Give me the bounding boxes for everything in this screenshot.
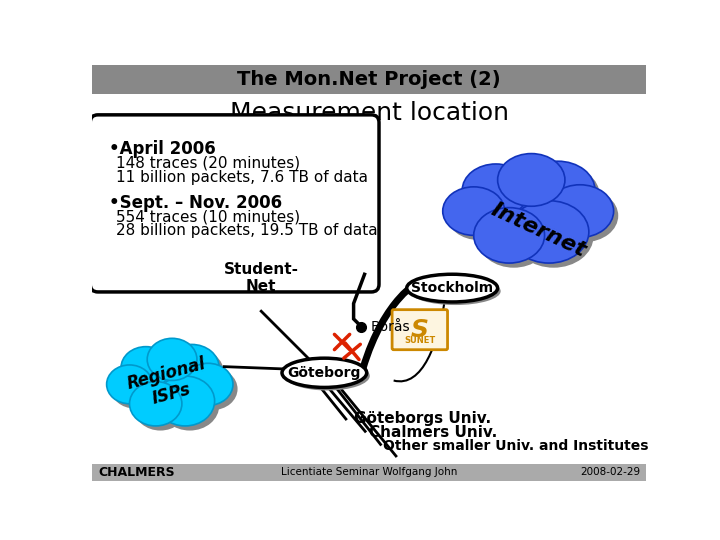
Ellipse shape: [407, 274, 498, 302]
Ellipse shape: [168, 349, 224, 396]
Text: Regional
ISPs: Regional ISPs: [125, 355, 213, 414]
Ellipse shape: [164, 345, 219, 391]
Text: S: S: [411, 318, 429, 342]
Ellipse shape: [161, 381, 219, 430]
Text: 11 billion packets, 7.6 TB of data: 11 billion packets, 7.6 TB of data: [117, 170, 369, 185]
Ellipse shape: [478, 212, 549, 268]
Text: Other smaller Univ. and Institutes: Other smaller Univ. and Institutes: [383, 439, 649, 453]
Ellipse shape: [478, 174, 585, 257]
Ellipse shape: [282, 358, 366, 387]
FancyBboxPatch shape: [92, 65, 647, 94]
Text: Student-
Net: Student- Net: [224, 262, 299, 294]
Text: Stockholm: Stockholm: [411, 281, 493, 295]
Text: The Mon.Net Project (2): The Mon.Net Project (2): [237, 70, 501, 89]
Ellipse shape: [474, 170, 580, 253]
Text: CHALMERS: CHALMERS: [98, 465, 174, 478]
Text: 148 traces (20 minutes): 148 traces (20 minutes): [117, 156, 300, 171]
Ellipse shape: [156, 376, 215, 426]
Ellipse shape: [443, 187, 505, 235]
Text: SUNET: SUNET: [404, 336, 436, 345]
Text: •Sept. – Nov. 2006: •Sept. – Nov. 2006: [109, 194, 282, 212]
Ellipse shape: [112, 369, 157, 408]
Ellipse shape: [121, 347, 171, 389]
Text: Göteborg: Göteborg: [288, 366, 361, 380]
Ellipse shape: [509, 201, 589, 263]
Ellipse shape: [152, 343, 202, 385]
Ellipse shape: [474, 208, 544, 263]
Text: Chalmers Univ.: Chalmers Univ.: [369, 424, 498, 440]
Ellipse shape: [107, 365, 153, 404]
Ellipse shape: [147, 339, 197, 381]
Ellipse shape: [503, 158, 570, 211]
FancyBboxPatch shape: [392, 309, 448, 350]
Text: 28 billion packets, 19.5 TB of data: 28 billion packets, 19.5 TB of data: [117, 224, 378, 239]
Text: •April 2006: •April 2006: [109, 140, 215, 158]
Ellipse shape: [285, 361, 370, 390]
Ellipse shape: [130, 382, 182, 426]
Ellipse shape: [462, 164, 529, 217]
Text: 554 traces (10 minutes): 554 traces (10 minutes): [117, 210, 300, 225]
Ellipse shape: [188, 368, 238, 410]
Text: Licentiate Seminar Wolfgang John: Licentiate Seminar Wolfgang John: [281, 467, 457, 477]
Ellipse shape: [498, 153, 565, 206]
Ellipse shape: [526, 166, 600, 224]
Ellipse shape: [521, 161, 595, 219]
Ellipse shape: [410, 278, 500, 305]
Ellipse shape: [447, 192, 509, 240]
Ellipse shape: [134, 356, 212, 422]
Ellipse shape: [467, 168, 534, 221]
FancyBboxPatch shape: [90, 115, 379, 292]
Ellipse shape: [546, 185, 613, 238]
Ellipse shape: [126, 352, 176, 394]
Text: Borås: Borås: [371, 320, 410, 334]
Text: Internet: Internet: [487, 200, 589, 261]
Ellipse shape: [551, 190, 618, 242]
Ellipse shape: [130, 351, 208, 417]
FancyBboxPatch shape: [92, 464, 647, 481]
Text: 2008-02-29: 2008-02-29: [580, 467, 640, 477]
Text: Measurement location: Measurement location: [230, 100, 508, 125]
Ellipse shape: [514, 205, 593, 268]
Ellipse shape: [134, 386, 186, 430]
Text: Göteborgs Univ.: Göteborgs Univ.: [354, 411, 491, 427]
Ellipse shape: [183, 363, 233, 406]
